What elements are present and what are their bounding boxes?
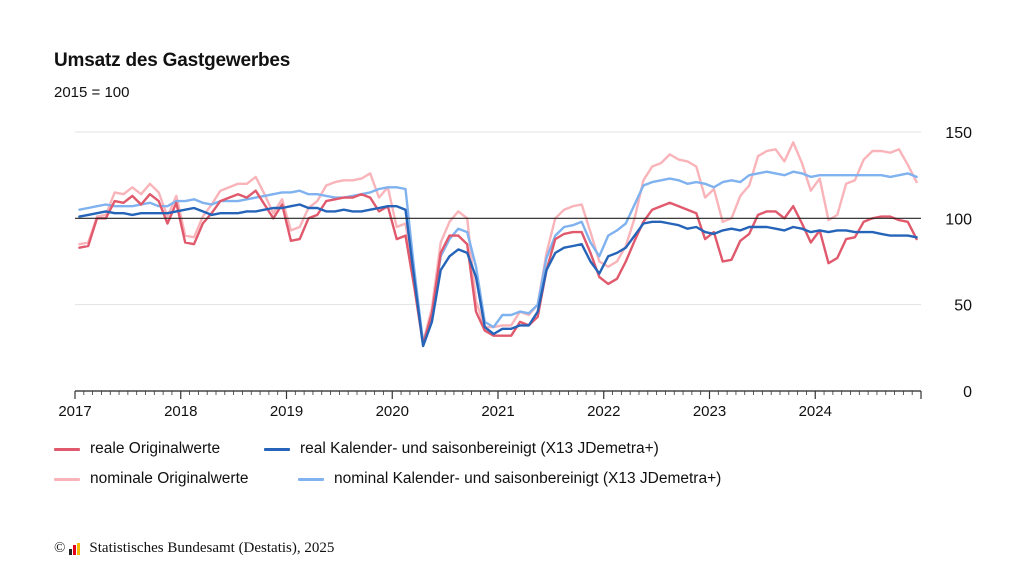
legend-item-real-orig[interactable]: reale Originalwerte (54, 440, 220, 458)
y-tick-label: 100 (945, 211, 972, 228)
series-line-3 (78, 170, 918, 344)
y-tick-label: 50 (954, 298, 972, 315)
x-tick-label: 2018 (164, 403, 197, 420)
chart-subtitle: 2015 = 100 (54, 84, 130, 101)
destatis-logo-icon (69, 542, 83, 555)
x-tick-label: 2017 (58, 403, 91, 420)
copyright-symbol: © (54, 540, 66, 556)
legend-label: nominal Kalender- und saisonbereinigt (X… (334, 470, 722, 487)
series-line-2 (78, 141, 918, 344)
legend-label: reale Originalwerte (90, 440, 221, 457)
legend-swatch-real-sa (264, 447, 290, 451)
x-tick-label: 2021 (481, 403, 514, 420)
grid-layer (75, 131, 921, 306)
legend-swatch-nominal-orig (54, 477, 80, 481)
series-layer (78, 141, 918, 348)
legend-label: nominale Originalwerte (90, 470, 249, 487)
x-tick-label: 2022 (587, 403, 620, 420)
y-tick-label: 0 (963, 384, 972, 401)
y-tick-label: 150 (945, 125, 972, 142)
x-tick-label: 2019 (270, 403, 303, 420)
legend-swatch-real-orig (54, 447, 80, 451)
source-text: Statistisches Bundesamt (Destatis), 2025 (89, 540, 335, 556)
legend-item-nominal-orig[interactable]: nominale Originalwerte (54, 470, 249, 488)
series-line-0 (78, 189, 918, 346)
legend-item-nominal-sa[interactable]: nominal Kalender- und saisonbereinigt (X… (298, 470, 721, 488)
x-tick-label: 2023 (693, 403, 726, 420)
source-footer: © Statistisches Bundesamt (Destatis), 20… (54, 540, 334, 557)
legend-item-real-sa[interactable]: real Kalender- und saisonbereinigt (X13 … (264, 440, 659, 458)
chart-title: Umsatz des Gastgewerbes (54, 50, 291, 71)
legend-swatch-nominal-sa (298, 477, 324, 481)
x-tick-label: 2020 (376, 403, 409, 420)
series-line-1 (78, 203, 918, 348)
x-tick-label: 2024 (799, 403, 832, 420)
axis-layer: 0 50 100 150 2017 2018 2019 2020 2021 2022 2023 202… (58, 125, 972, 420)
legend-label: real Kalender- und saisonbereinigt (X13 … (300, 440, 659, 457)
